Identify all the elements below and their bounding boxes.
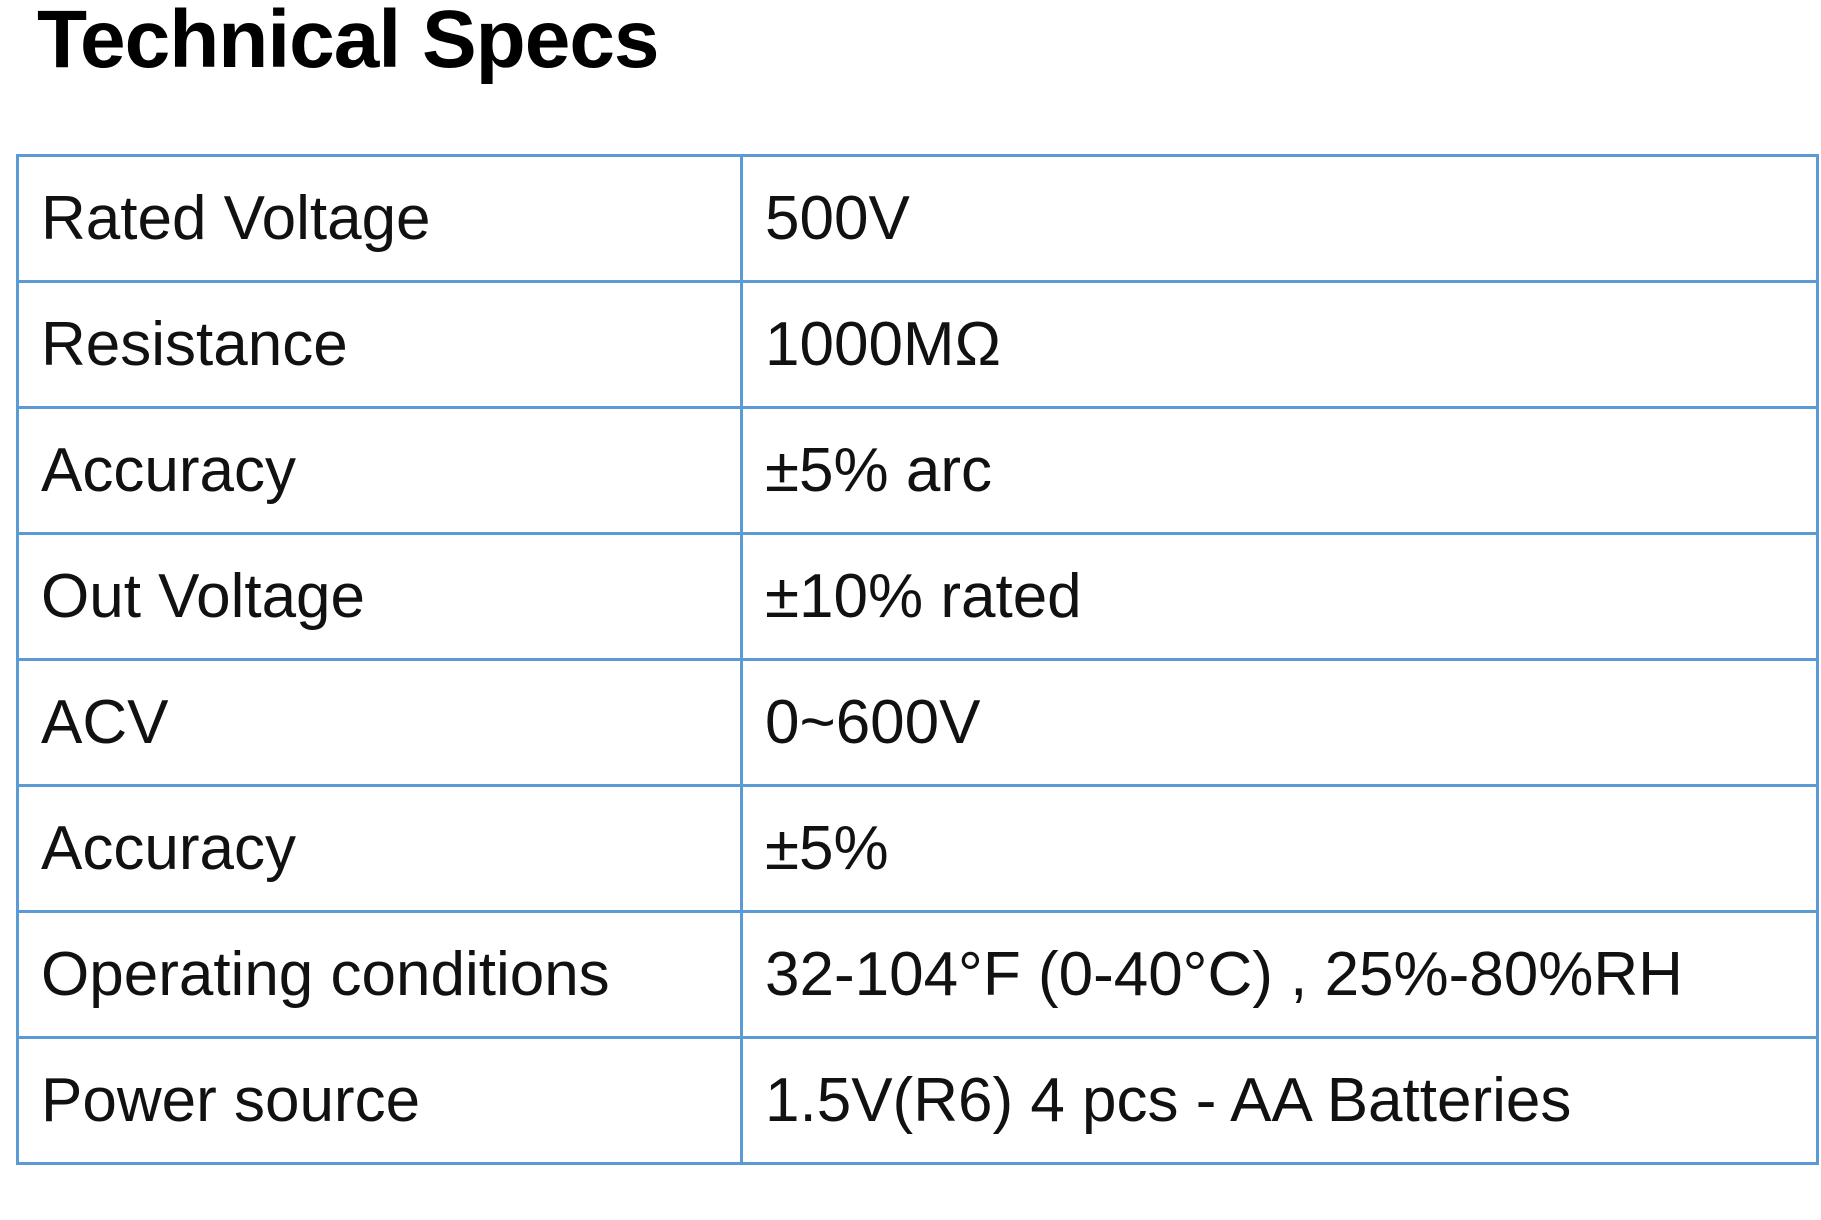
spec-value: 500V: [740, 154, 1819, 283]
spec-label: Resistance: [16, 280, 743, 409]
table-row: Accuracy ±5% arc: [16, 406, 1819, 535]
table-row: Out Voltage ±10% rated: [16, 532, 1819, 661]
specs-table: Rated Voltage 500V Resistance 1000MΩ Acc…: [16, 154, 1819, 1165]
spec-label: ACV: [16, 658, 743, 787]
table-row: Power source 1.5V(R6) 4 pcs - AA Batteri…: [16, 1036, 1819, 1165]
table-row: Resistance 1000MΩ: [16, 280, 1819, 409]
spec-label: Accuracy: [16, 784, 743, 913]
spec-value: ±5% arc: [740, 406, 1819, 535]
spec-value: ±5%: [740, 784, 1819, 913]
table-row: Rated Voltage 500V: [16, 154, 1819, 283]
spec-value: 1.5V(R6) 4 pcs - AA Batteries: [740, 1036, 1819, 1165]
spec-label: Operating conditions: [16, 910, 743, 1039]
spec-label: Out Voltage: [16, 532, 743, 661]
spec-value: 32-104°F (0-40°C) , 25%-80%RH: [740, 910, 1819, 1039]
spec-label: Accuracy: [16, 406, 743, 535]
spec-value: 0~600V: [740, 658, 1819, 787]
page-title: Technical Specs: [37, 0, 660, 85]
spec-label: Rated Voltage: [16, 154, 743, 283]
spec-label: Power source: [16, 1036, 743, 1165]
spec-value: 1000MΩ: [740, 280, 1819, 409]
table-row: ACV 0~600V: [16, 658, 1819, 787]
spec-value: ±10% rated: [740, 532, 1819, 661]
table-row: Operating conditions 32-104°F (0-40°C) ,…: [16, 910, 1819, 1039]
table-row: Accuracy ±5%: [16, 784, 1819, 913]
